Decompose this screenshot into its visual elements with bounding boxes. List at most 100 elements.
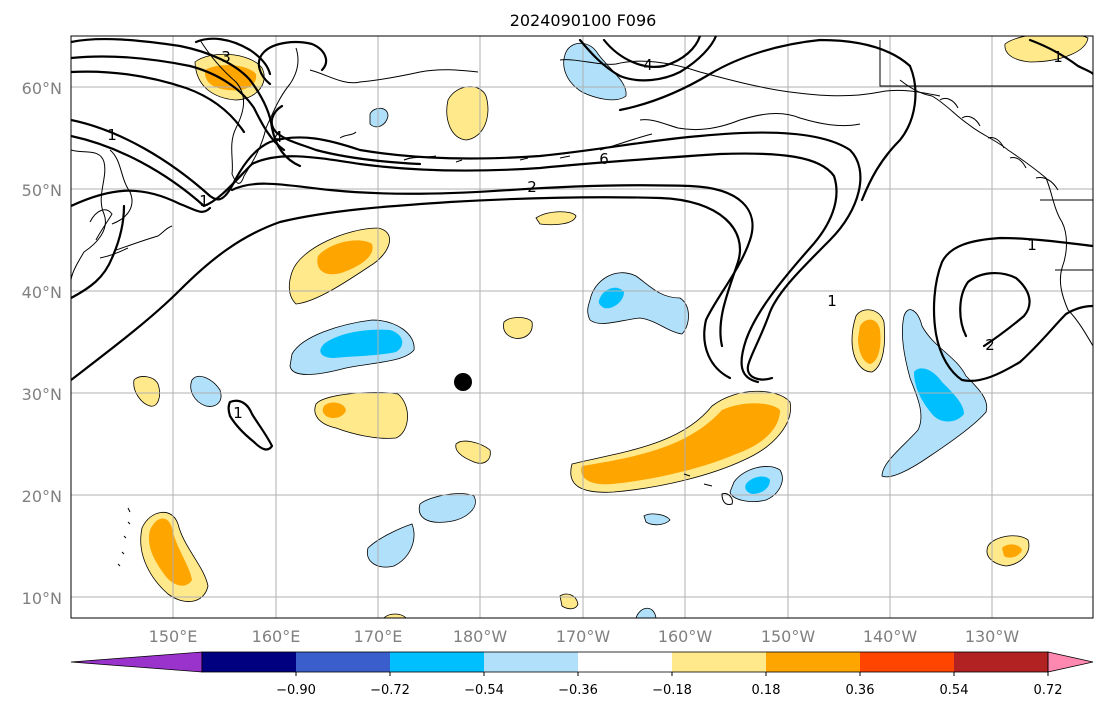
contour-label: 1: [107, 126, 117, 144]
positive-core-blob: [858, 319, 881, 364]
lon-label: 150°W: [761, 627, 816, 646]
colorbar-tick-label: −0.54: [464, 683, 504, 698]
contour-line: [71, 182, 754, 380]
lon-label: 160°E: [252, 627, 301, 646]
colorbar-segment: [766, 652, 861, 672]
contour-label: 3: [221, 48, 231, 66]
longitude-labels: 150°E 160°E 170°E 180°W 170°W 160°W 150°…: [149, 627, 1020, 646]
coastline-grid-box: [879, 40, 1093, 271]
gridlines: [71, 36, 1093, 618]
lat-label: 60°N: [22, 79, 62, 98]
colorbar-tick-label: 0.54: [940, 683, 969, 698]
colorbar-segment: [484, 652, 579, 672]
lat-label: 20°N: [22, 487, 62, 506]
colorbar-segment: [672, 652, 767, 672]
contour-label: 1: [199, 192, 209, 210]
contour-label: 4: [273, 128, 283, 146]
contour-line: [71, 37, 302, 168]
contour-line: [71, 55, 286, 152]
figure-title: 2024090100 F096: [510, 11, 657, 30]
contour-line: [618, 38, 917, 202]
coastline-aleutians: [339, 131, 571, 163]
contour-line: [932, 236, 1093, 382]
storm-center-dot: [454, 373, 472, 391]
lat-label: 30°N: [22, 385, 62, 404]
positive-anomaly-blob: [133, 376, 160, 407]
positive-anomaly-blob: [1004, 36, 1089, 63]
lat-label: 10°N: [22, 589, 62, 608]
negative-anomaly-blob: [190, 376, 222, 407]
contour-label: 1: [1053, 48, 1063, 66]
negative-core-blob: [745, 476, 770, 494]
lat-label: 50°N: [22, 181, 62, 200]
colorbar-extend-low: [70, 651, 203, 673]
colorbar-tick-label: −0.90: [276, 683, 316, 698]
contour-labels: 3 4 1 1 6 2 4 1 1 1 2 1: [107, 48, 1063, 422]
map-frame: [70, 35, 1094, 619]
lon-label: 130°W: [965, 627, 1020, 646]
lon-label: 160°W: [658, 627, 713, 646]
lon-label: 140°W: [863, 627, 918, 646]
colorbar-frame: [201, 651, 1049, 673]
contour-line: [257, 41, 422, 166]
contour-line: [959, 272, 1031, 348]
lon-label: 180°W: [453, 627, 508, 646]
colorbar-tick-label: 0.18: [752, 683, 781, 698]
colorbar-tick-label: 0.72: [1034, 683, 1063, 698]
coastline-north-america-inlets: [939, 97, 1059, 191]
lon-label: 170°E: [354, 627, 403, 646]
lon-label: 170°W: [556, 627, 611, 646]
negative-anomaly-blob: [563, 42, 627, 101]
contour-line: [602, 36, 702, 68]
colorbar-segment: [860, 652, 955, 672]
contour-label: 1: [233, 404, 243, 422]
coastline-alaska: [309, 59, 941, 161]
lat-label: 40°N: [22, 283, 62, 302]
lon-label: 150°E: [149, 627, 198, 646]
positive-anomaly-blob: [535, 211, 577, 226]
contour-line: [71, 196, 741, 382]
colorbar-tick-label: −0.18: [652, 683, 692, 698]
colorbar-tick-label: −0.72: [370, 683, 410, 698]
map-background: [71, 36, 1093, 618]
colorbar-segment: [390, 652, 485, 672]
contour-line: [194, 37, 272, 76]
contour-label: 6: [599, 150, 609, 168]
colorbar-tick-label: −0.36: [558, 683, 598, 698]
positive-core-blob: [148, 518, 192, 586]
contour-label: 2: [985, 336, 995, 354]
colorbar-extend-high: [1047, 651, 1094, 673]
negative-core-blob: [914, 368, 964, 422]
contour-label: 1: [1027, 236, 1037, 254]
contour-line: [71, 70, 246, 134]
contour-line: [1028, 38, 1093, 76]
contour-line: [71, 204, 126, 300]
contour-line: [71, 118, 862, 381]
contour-lines: [71, 36, 1093, 451]
colorbar-segment: [578, 652, 673, 672]
negative-core-blob: [598, 287, 624, 309]
colorbar-segment: [202, 652, 297, 672]
coastline-hawaii: [683, 473, 733, 505]
positive-core-blob: [1002, 544, 1022, 558]
contour-line: [227, 399, 274, 451]
negative-anomaly-blob: [643, 513, 671, 526]
positive-anomaly-blob: [455, 440, 491, 464]
positive-anomaly-blob: [559, 593, 579, 610]
positive-anomaly-blob: [503, 317, 533, 339]
negative-anomaly-blob: [369, 107, 389, 128]
map-panel: 3 4 1 1 6 2 4 1 1 1 2 1: [70, 35, 1094, 619]
colorbar-segment: [296, 652, 391, 672]
colorbar-segment: [954, 652, 1049, 672]
coastlines: [71, 39, 1093, 567]
positive-core-blob: [322, 402, 346, 418]
coastline-marianas: [117, 507, 131, 567]
coastline-kamchatka: [199, 39, 299, 184]
contour-line: [578, 36, 718, 82]
contour-line: [71, 134, 838, 384]
latitude-labels: 60°N 50°N 40°N 30°N 20°N 10°N: [22, 79, 62, 608]
shaded-anomalies: [133, 36, 1089, 618]
colorbar: −0.90 −0.72 −0.54 −0.36 −0.18 0.18 0.36 0.54 0.7…: [70, 651, 1094, 698]
contour-label: 2: [527, 178, 537, 196]
